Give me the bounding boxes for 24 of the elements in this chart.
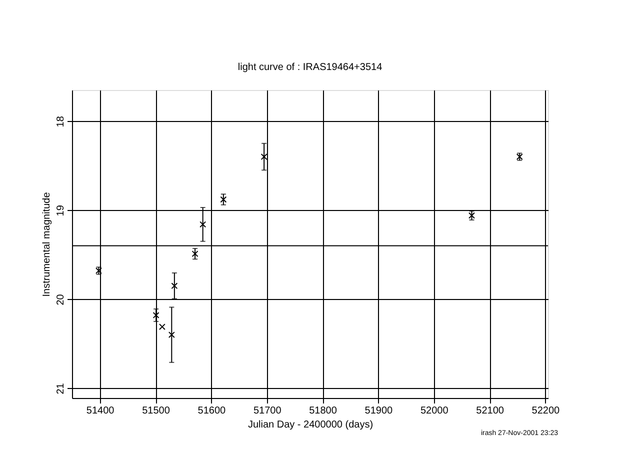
x-tick-label: 51600	[198, 406, 226, 416]
y-tick-label: 18	[56, 116, 66, 128]
point	[171, 282, 178, 290]
point	[200, 221, 206, 228]
y-axis-title: Instrumental magnitude	[42, 192, 52, 297]
x-tick-label: 52200	[532, 406, 560, 416]
y-tick-label: 20	[56, 294, 66, 306]
x-tick-label: 52100	[476, 406, 504, 416]
chart-title: light curve of : IRAS19464+3514	[238, 62, 383, 73]
point	[168, 332, 175, 338]
point	[192, 250, 198, 258]
point	[260, 154, 268, 160]
y-tick-label: 21	[56, 382, 66, 394]
x-tick-label: 51500	[142, 406, 170, 416]
point	[220, 196, 227, 203]
y-tick-label: 19	[56, 204, 66, 216]
point	[152, 312, 160, 318]
x-tick-label: 52000	[420, 406, 449, 416]
x-tick-label: 51900	[364, 406, 394, 416]
x-axis-title: Julian Day - 2400000 (days)	[248, 420, 374, 430]
x-tick-label: 51800	[309, 406, 338, 416]
point	[158, 324, 166, 330]
x-tick-label: 51700	[253, 406, 282, 416]
x-tick-label: 51400	[86, 406, 115, 416]
